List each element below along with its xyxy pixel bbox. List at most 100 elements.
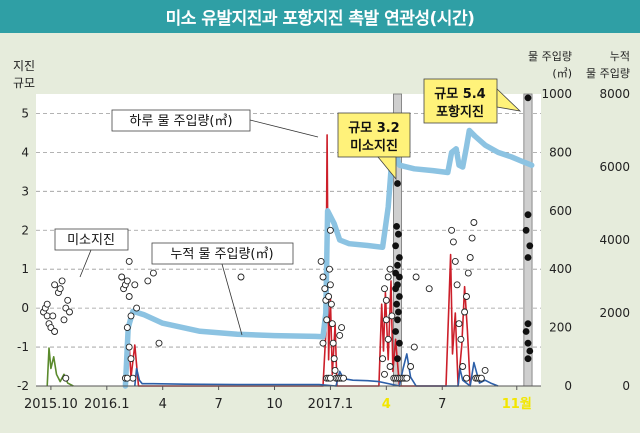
- earthquake-marker-open: [453, 281, 461, 289]
- y-right1-tick-label: 0: [564, 379, 572, 393]
- y-left-tick-label: 5: [21, 106, 29, 120]
- y-left-label-line1: 지진: [13, 59, 35, 73]
- y-left-tick-label: -1: [17, 340, 29, 354]
- earthquake-marker-filled: [392, 328, 400, 335]
- magnitude-5-4-line2: 포항지진: [436, 104, 484, 120]
- y-right2-label-line2: 물 주입량: [586, 67, 630, 80]
- earthquake-marker-filled: [524, 355, 532, 363]
- earthquake-marker-open: [386, 265, 394, 273]
- earthquake-marker-open: [127, 312, 135, 320]
- magnitude-5-4-callout-pointer: [496, 88, 522, 112]
- earthquake-marker-open: [326, 374, 334, 382]
- cumulative-injection-label-box: [151, 242, 294, 265]
- y-right2-tick-label: 0: [622, 379, 630, 393]
- y-left-tick-label: 4: [21, 145, 29, 159]
- earthquake-marker-open: [60, 316, 68, 324]
- y-right1-tick-label: 600: [549, 204, 572, 218]
- earthquake-marker-open: [466, 254, 474, 261]
- cumulative-injection-series: [122, 127, 535, 389]
- y-right1-label-line1: 물 주입량: [528, 50, 572, 63]
- earthquake-marker-open: [329, 339, 337, 347]
- y-right2-tick-label: 4000: [599, 233, 630, 247]
- earthquake-marker-filled: [394, 355, 401, 363]
- earthquake-marker-filled: [394, 261, 401, 269]
- y-right1-tick-label: 800: [549, 145, 572, 159]
- earthquake-marker-open: [407, 363, 415, 370]
- micro-earthquake-leader: [79, 249, 92, 278]
- daily-injection-line-blue: [134, 353, 499, 387]
- daily-injection-annotation: 하루 물 주입량(㎥): [111, 109, 319, 138]
- earthquake-marker-open: [56, 285, 64, 293]
- earthquake-marker-filled: [394, 308, 402, 316]
- y-right2-tick-labels: 8000 6000 4000 2000 0: [599, 87, 630, 393]
- earthquake-marker-filled: [524, 94, 532, 102]
- earthquake-marker-open: [64, 296, 72, 304]
- earthquake-marker-open: [321, 285, 329, 293]
- micro-earthquake-annotation: 미소지진: [54, 228, 129, 278]
- earthquake-marker-open: [381, 285, 388, 293]
- earthquake-marker-open: [384, 273, 392, 281]
- earthquake-marker-open: [127, 355, 135, 363]
- earthquake-marker-filled: [524, 339, 532, 347]
- earthquake-marker-open: [463, 374, 470, 382]
- earthquake-marker-open: [463, 293, 470, 300]
- x-tick-label: 4: [159, 397, 167, 412]
- earthquake-marker-open: [326, 281, 334, 289]
- chart-title: 미소 유발지진과 포항지진 촉발 연관성(시간): [0, 0, 640, 33]
- cumulative-injection-leader: [221, 263, 243, 336]
- magnitude-3-2-callout-pointer: [377, 156, 397, 181]
- cumulative-injection-line: [122, 127, 535, 389]
- earthquake-marker-filled: [522, 328, 530, 335]
- y-left-tick-labels: 5 4 3 2 1 0 -1 -2: [17, 106, 29, 393]
- earthquake-open-markers: [40, 219, 489, 382]
- y-left-tick-label: 2: [21, 223, 29, 237]
- x-tick-label: 11월: [502, 396, 532, 412]
- earthquake-marker-open: [459, 363, 467, 370]
- earthquake-marker-open: [326, 265, 333, 273]
- x-tick-label: 7: [214, 397, 222, 412]
- y-right1-tick-label: 400: [549, 262, 572, 276]
- magnitude-3-2-callout-box: [337, 112, 411, 158]
- earthquake-marker-open: [123, 324, 131, 332]
- earthquake-marker-open: [379, 355, 387, 363]
- earthquake-marker-open: [43, 300, 51, 308]
- earthquake-marker-open: [62, 374, 70, 382]
- earthquake-marker-open: [448, 226, 456, 234]
- earthquake-marker-open: [451, 257, 459, 265]
- earthquake-marker-filled: [524, 320, 532, 328]
- earthquake-marker-open: [58, 277, 66, 285]
- earthquake-marker-open: [381, 370, 388, 378]
- y-left-tick-label: 1: [21, 262, 29, 276]
- earthquake-marker-open: [155, 339, 163, 347]
- y-left-tick-label: 0: [21, 301, 29, 315]
- earthquake-marker-filled: [524, 211, 532, 219]
- earthquake-marker-open: [410, 343, 418, 351]
- earthquake-marker-open: [425, 285, 433, 293]
- x-tick-labels: 2015.10 2016.1 4 7 10 2017.1 4 7 11월: [24, 386, 532, 412]
- earthquake-marker-filled: [395, 254, 403, 261]
- earthquake-marker-filled: [394, 316, 401, 324]
- y-right1-tick-labels: 1000 800 600 400 200 0: [541, 87, 572, 393]
- earthquake-marker-open: [330, 355, 338, 363]
- y-right2-label-line1: 누적: [610, 50, 630, 63]
- earthquake-marker-open: [133, 304, 141, 312]
- earthquake-marker-open: [481, 366, 489, 374]
- magnitude-5-4-callout-box: [423, 78, 498, 124]
- earthquake-marker-open: [51, 281, 59, 289]
- magnitude-3-2-line2: 미소지진: [350, 138, 398, 154]
- earthquake-marker-open: [461, 308, 469, 316]
- earthquake-marker-open: [319, 273, 327, 281]
- earthquake-marker-filled: [394, 180, 401, 187]
- earthquake-marker-filled: [524, 254, 532, 261]
- earthquake-marker-filled: [394, 230, 402, 238]
- y-left-label-line2: 규모: [13, 76, 35, 90]
- earthquake-marker-open: [51, 328, 59, 335]
- earthquake-marker-filled: [392, 242, 400, 250]
- earthquake-marker-open: [403, 374, 411, 382]
- earthquake-marker-filled: [522, 226, 530, 234]
- earthquake-marker-open: [382, 296, 390, 304]
- earthquake-marker-filled: [526, 347, 534, 355]
- daily-injection-label: 하루 물 주입량(㎥): [129, 114, 232, 129]
